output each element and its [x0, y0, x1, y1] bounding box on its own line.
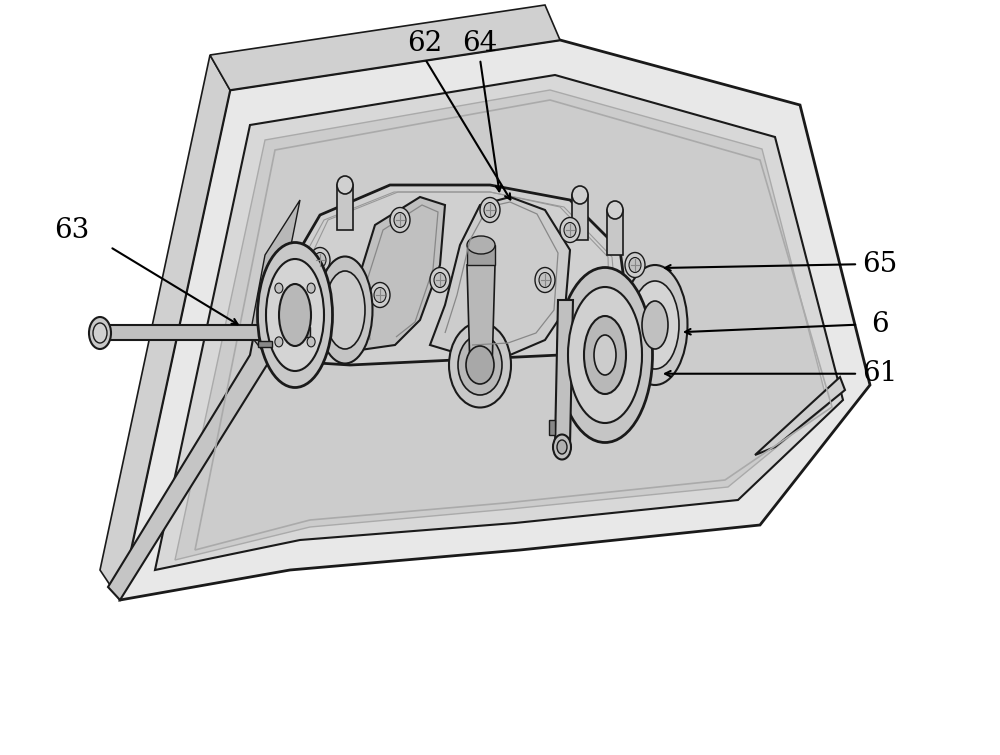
Ellipse shape — [266, 259, 324, 371]
Ellipse shape — [374, 288, 386, 303]
Ellipse shape — [337, 176, 353, 194]
Polygon shape — [285, 327, 310, 337]
Polygon shape — [270, 185, 630, 365]
Ellipse shape — [370, 282, 390, 307]
Ellipse shape — [622, 265, 688, 385]
Text: 64: 64 — [462, 29, 498, 57]
Ellipse shape — [89, 317, 111, 349]
Ellipse shape — [466, 346, 494, 384]
Ellipse shape — [484, 202, 496, 217]
Polygon shape — [120, 40, 870, 600]
Ellipse shape — [279, 284, 311, 346]
Ellipse shape — [539, 273, 551, 288]
Polygon shape — [258, 341, 272, 347]
Ellipse shape — [631, 281, 679, 369]
Ellipse shape — [307, 283, 315, 293]
Ellipse shape — [258, 242, 332, 387]
Ellipse shape — [310, 248, 330, 273]
Ellipse shape — [467, 236, 495, 254]
Polygon shape — [355, 197, 445, 350]
Polygon shape — [549, 420, 555, 435]
Ellipse shape — [93, 323, 107, 343]
Polygon shape — [555, 300, 573, 445]
Ellipse shape — [625, 252, 645, 278]
Ellipse shape — [275, 283, 283, 293]
Ellipse shape — [568, 287, 642, 423]
Polygon shape — [337, 185, 353, 230]
Ellipse shape — [314, 252, 326, 267]
Ellipse shape — [434, 273, 446, 288]
Ellipse shape — [553, 434, 571, 460]
Text: 6: 6 — [871, 311, 889, 338]
Polygon shape — [572, 195, 588, 240]
Polygon shape — [467, 265, 495, 370]
Ellipse shape — [584, 316, 626, 394]
Ellipse shape — [449, 322, 511, 408]
Ellipse shape — [594, 335, 616, 375]
Ellipse shape — [572, 186, 588, 204]
Ellipse shape — [607, 201, 623, 219]
Ellipse shape — [325, 271, 365, 349]
Ellipse shape — [564, 223, 576, 238]
Ellipse shape — [642, 301, 668, 349]
Ellipse shape — [558, 267, 652, 442]
Text: 63: 63 — [54, 217, 90, 244]
Ellipse shape — [480, 198, 500, 223]
Ellipse shape — [557, 440, 567, 454]
Ellipse shape — [458, 335, 502, 395]
Polygon shape — [467, 245, 495, 265]
Polygon shape — [210, 5, 560, 90]
Polygon shape — [607, 210, 623, 255]
Text: 65: 65 — [862, 251, 898, 278]
Polygon shape — [155, 75, 843, 570]
Ellipse shape — [394, 212, 406, 227]
Ellipse shape — [535, 267, 555, 292]
Polygon shape — [430, 197, 570, 357]
Polygon shape — [755, 377, 845, 455]
Ellipse shape — [560, 217, 580, 242]
Ellipse shape — [275, 337, 283, 347]
Ellipse shape — [430, 267, 450, 292]
Polygon shape — [108, 275, 285, 600]
Polygon shape — [175, 90, 828, 560]
Polygon shape — [250, 200, 300, 360]
Polygon shape — [100, 325, 310, 340]
Ellipse shape — [390, 208, 410, 233]
Ellipse shape — [318, 257, 372, 363]
Text: 61: 61 — [862, 360, 898, 387]
Polygon shape — [100, 55, 230, 600]
Ellipse shape — [307, 337, 315, 347]
Text: 62: 62 — [407, 29, 443, 57]
Ellipse shape — [629, 257, 641, 273]
